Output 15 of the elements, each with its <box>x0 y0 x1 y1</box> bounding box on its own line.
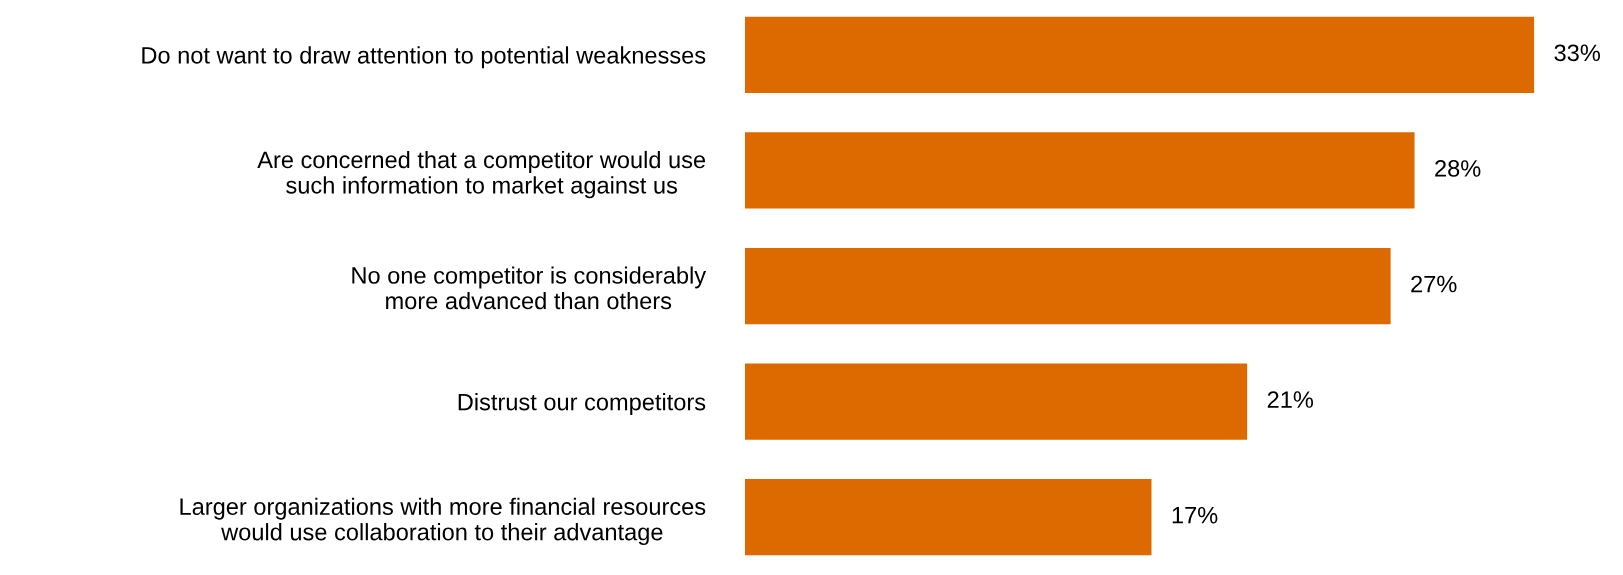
bar <box>744 363 1248 440</box>
y-tick-label: Distrust our competitors <box>458 393 706 416</box>
y-tick-label: Are concerned that a competitor would use such information to market against us <box>257 150 706 199</box>
data-label: 17% <box>1172 506 1218 524</box>
data-label: 27% <box>1411 275 1457 293</box>
data-label: 33% <box>1554 44 1600 62</box>
data-label: 21% <box>1267 391 1314 408</box>
y-tick-label: Larger organizations with more financial resources would use collaboration to their advantage <box>180 497 706 546</box>
data-label: 28% <box>1435 160 1481 177</box>
y-tick-label: No one competitor is considerably more advanced than others <box>352 266 707 310</box>
bar <box>744 247 1391 325</box>
bar <box>744 132 1415 209</box>
bar <box>744 479 1152 556</box>
y-tick-label: Do not want to draw attention to potential weaknesses <box>142 46 706 69</box>
bar <box>744 16 1535 93</box>
